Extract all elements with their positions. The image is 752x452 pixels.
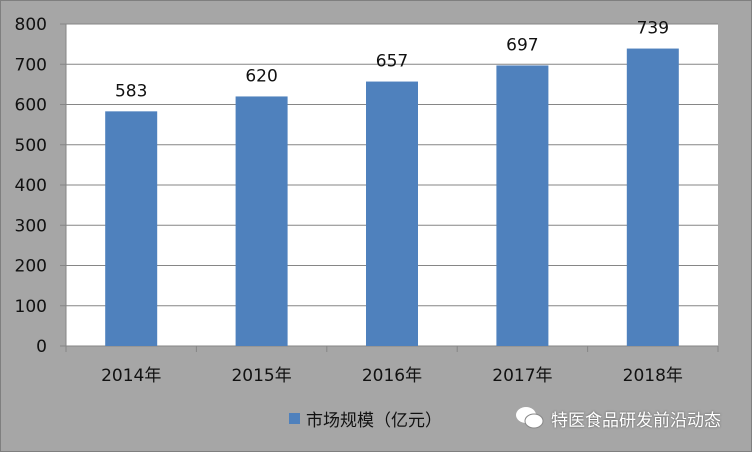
data-label: 583 <box>115 81 147 101</box>
y-tick-label: 600 <box>15 96 47 116</box>
bar <box>496 65 549 347</box>
watermark-text: 特医食品研发前沿动态 <box>551 410 721 431</box>
data-label: 657 <box>376 52 408 72</box>
bar <box>235 96 288 346</box>
y-tick-label: 200 <box>15 257 47 277</box>
x-tick-label: 2018年 <box>623 366 683 386</box>
x-tick-label: 2014年 <box>101 366 161 386</box>
legend-swatch <box>289 413 300 424</box>
wechat-icon <box>516 407 544 429</box>
y-tick-label: 700 <box>15 55 47 75</box>
y-tick-label: 100 <box>15 297 47 317</box>
legend: 市场规模（亿元） <box>289 406 442 431</box>
y-tick-label: 0 <box>36 337 47 357</box>
y-tick-label: 400 <box>15 176 47 196</box>
watermark: 特医食品研发前沿动态 <box>515 405 721 431</box>
y-tick-label: 800 <box>15 15 47 35</box>
bar <box>626 48 679 347</box>
y-tick-label: 300 <box>15 216 47 236</box>
x-tick-label: 2015年 <box>231 366 291 386</box>
data-label: 739 <box>637 19 669 39</box>
x-tick-label: 2017年 <box>492 366 552 386</box>
legend-label: 市场规模（亿元） <box>306 411 442 431</box>
y-tick-label: 500 <box>15 136 47 156</box>
x-tick-label: 2016年 <box>362 366 422 386</box>
bar <box>366 81 418 347</box>
bar <box>105 111 158 346</box>
data-label: 697 <box>506 35 538 55</box>
data-label: 620 <box>245 66 277 86</box>
